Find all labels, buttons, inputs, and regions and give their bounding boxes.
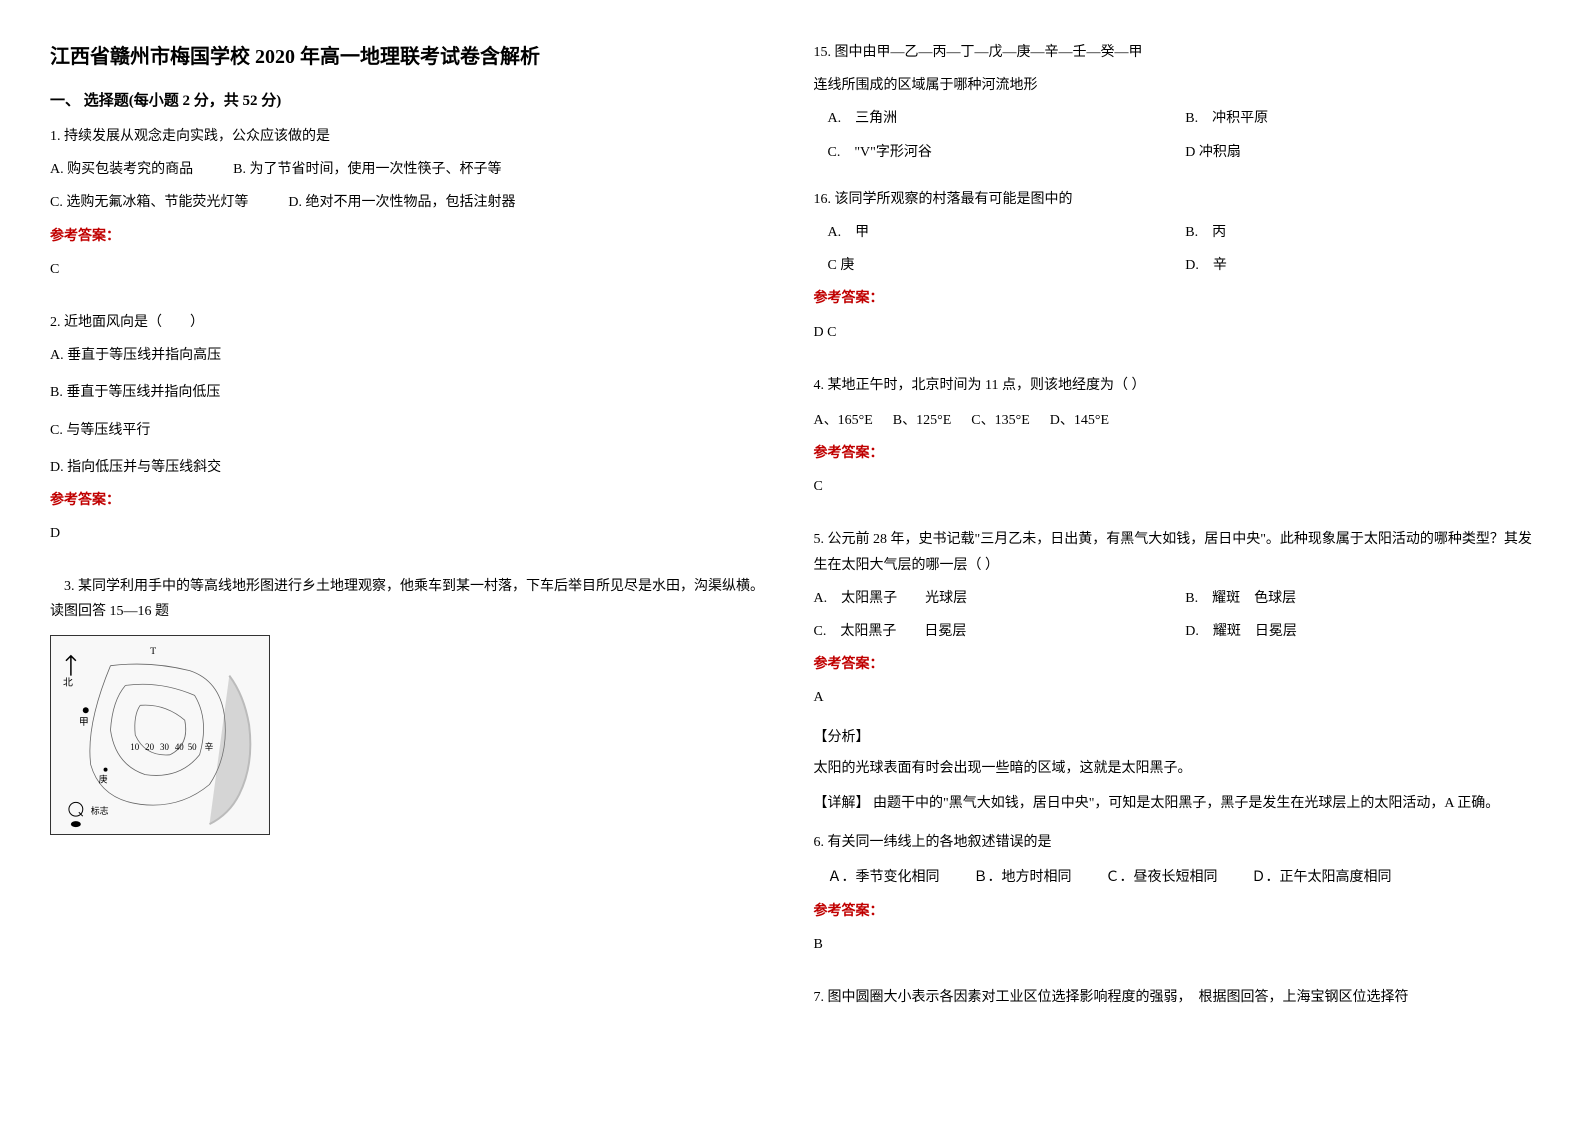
- q4-options: A、165°E B、125°E C、135°E D、145°E: [814, 408, 1538, 433]
- svg-text:50: 50: [188, 741, 197, 751]
- q15-opt-b: B. 冲积平原: [1185, 106, 1537, 131]
- q7-text: 7. 图中圆圈大小表示各因素对工业区位选择影响程度的强弱， 根据图回答，上海宝钢…: [814, 985, 1538, 1010]
- q16-opt-a: A. 甲: [814, 220, 1166, 245]
- q1-opt-c: C. 选购无氟冰箱、节能荧光灯等: [50, 190, 248, 215]
- q15-opt-a: A. 三角洲: [814, 106, 1166, 131]
- q2-opt-d: D. 指向低压并与等压线斜交: [50, 455, 774, 480]
- q5-detail-label: 【详解】: [814, 796, 870, 811]
- q6-options: Ａ．季节变化相同 Ｂ．地方时相同 Ｃ．昼夜长短相同 Ｄ．正午太阳高度相同: [814, 865, 1538, 890]
- q2-answer: D: [50, 521, 774, 546]
- q15-text2: 连线所围成的区域属于哪种河流地形: [814, 73, 1538, 98]
- q6-text: 6. 有关同一纬线上的各地叙述错误的是: [814, 830, 1538, 855]
- q5-analysis: 太阳的光球表面有时会出现一些暗的区域，这就是太阳黑子。: [814, 756, 1538, 781]
- q15-text: 15. 图中由甲—乙—丙—丁—戊—庚—辛—壬—癸—甲: [814, 40, 1538, 65]
- q16-opt-d: D. 辛: [1185, 253, 1537, 278]
- q5-analysis-label: 【分析】: [814, 725, 1538, 750]
- q3-intro: 3. 某同学利用手中的等高线地形图进行乡土地理观察，他乘车到某一村落，下车后举目…: [50, 574, 774, 624]
- q2-answer-label: 参考答案：: [50, 488, 774, 513]
- q2-opt-a: A. 垂直于等压线并指向高压: [50, 343, 774, 368]
- map-svg: 北 T 甲 庚 10 20 30 40 50 辛 标志: [51, 636, 269, 834]
- contour-map-figure: 北 T 甲 庚 10 20 30 40 50 辛 标志: [50, 635, 270, 835]
- q15-opt-d: D 冲积扇: [1185, 140, 1537, 165]
- q1-text: 1. 持续发展从观念走向实践，公众应该做的是: [50, 124, 774, 149]
- q6-opt-c: Ｃ．昼夜长短相同: [1092, 865, 1218, 890]
- question-3: 3. 某同学利用手中的等高线地形图进行乡土地理观察，他乘车到某一村落，下车后举目…: [50, 574, 774, 834]
- q16-options: A. 甲 B. 丙 C 庚 D. 辛: [814, 220, 1538, 278]
- q5-opt-c: C. 太阳黑子 日冕层: [814, 619, 1166, 644]
- q5-answer: A: [814, 685, 1538, 710]
- svg-text:20: 20: [145, 741, 154, 751]
- svg-text:庚: 庚: [99, 773, 108, 784]
- question-5: 5. 公元前 28 年，史书记载"三月乙未，日出黄，有黑气大如钱，居日中央"。此…: [814, 527, 1538, 816]
- question-6: 6. 有关同一纬线上的各地叙述错误的是 Ａ．季节变化相同 Ｂ．地方时相同 Ｃ．昼…: [814, 830, 1538, 971]
- q2-opt-c: C. 与等压线平行: [50, 418, 774, 443]
- q1-options: A. 购买包装考究的商品 B. 为了节省时间，使用一次性筷子、杯子等: [50, 157, 774, 182]
- q4-opt-d: D、145°E: [1050, 408, 1109, 433]
- q2-options: A. 垂直于等压线并指向高压 B. 垂直于等压线并指向低压 C. 与等压线平行 …: [50, 343, 774, 480]
- q2-opt-b: B. 垂直于等压线并指向低压: [50, 380, 774, 405]
- q5-options: A. 太阳黑子 光球层 B. 耀斑 色球层 C. 太阳黑子 日冕层 D. 耀斑 …: [814, 586, 1538, 644]
- q4-opt-a: A、165°E: [814, 408, 873, 433]
- svg-text:10: 10: [130, 741, 139, 751]
- question-2: 2. 近地面风向是（ ） A. 垂直于等压线并指向高压 B. 垂直于等压线并指向…: [50, 310, 774, 560]
- q1-opt-d: D. 绝对不用一次性物品，包括注射器: [288, 190, 515, 215]
- q1-options-2: C. 选购无氟冰箱、节能荧光灯等 D. 绝对不用一次性物品，包括注射器: [50, 190, 774, 215]
- q5-detail: 由题干中的"黑气大如钱，居日中央"，可知是太阳黑子，黑子是发生在光球层上的太阳活…: [873, 796, 1499, 811]
- question-16: 16. 该同学所观察的村落最有可能是图中的 A. 甲 B. 丙 C 庚 D. 辛…: [814, 187, 1538, 359]
- question-15: 15. 图中由甲—乙—丙—丁—戊—庚—辛—壬—癸—甲 连线所围成的区域属于哪种河…: [814, 40, 1538, 173]
- svg-text:40: 40: [175, 741, 184, 751]
- q1-answer: C: [50, 257, 774, 282]
- right-column: 15. 图中由甲—乙—丙—丁—戊—庚—辛—壬—癸—甲 连线所围成的区域属于哪种河…: [814, 40, 1538, 1082]
- q6-opt-d: Ｄ．正午太阳高度相同: [1238, 865, 1392, 890]
- q1-opt-a: A. 购买包装考究的商品: [50, 157, 193, 182]
- q16-answer-label: 参考答案：: [814, 286, 1538, 311]
- section-1-header: 一、 选择题(每小题 2 分，共 52 分): [50, 89, 774, 110]
- question-4: 4. 某地正午时，北京时间为 11 点，则该地经度为（ ） A、165°E B、…: [814, 373, 1538, 514]
- svg-text:标志: 标志: [91, 805, 109, 816]
- q5-text: 5. 公元前 28 年，史书记载"三月乙未，日出黄，有黑气大如钱，居日中央"。此…: [814, 527, 1538, 577]
- q6-opt-a: Ａ．季节变化相同: [814, 865, 940, 890]
- q5-opt-a: A. 太阳黑子 光球层: [814, 586, 1166, 611]
- q15-opt-c: C. "V"字形河谷: [814, 140, 1166, 165]
- q5-opt-b: B. 耀斑 色球层: [1185, 586, 1537, 611]
- svg-text:甲: 甲: [79, 717, 89, 728]
- svg-text:30: 30: [160, 741, 169, 751]
- q2-text: 2. 近地面风向是（ ）: [50, 310, 774, 335]
- q4-answer: C: [814, 474, 1538, 499]
- q16-opt-c: C 庚: [814, 253, 1166, 278]
- q6-answer: B: [814, 932, 1538, 957]
- q1-opt-b: B. 为了节省时间，使用一次性筷子、杯子等: [233, 157, 501, 182]
- q4-opt-c: C、135°E: [971, 408, 1030, 433]
- left-column: 江西省赣州市梅国学校 2020 年高一地理联考试卷含解析 一、 选择题(每小题 …: [50, 40, 774, 1082]
- q16-answer: D C: [814, 320, 1538, 345]
- q6-answer-label: 参考答案：: [814, 899, 1538, 924]
- svg-text:辛: 辛: [205, 740, 214, 751]
- svg-text:T: T: [150, 645, 156, 656]
- q4-answer-label: 参考答案：: [814, 441, 1538, 466]
- q4-text: 4. 某地正午时，北京时间为 11 点，则该地经度为（ ）: [814, 373, 1538, 398]
- q15-options: A. 三角洲 B. 冲积平原 C. "V"字形河谷 D 冲积扇: [814, 106, 1538, 164]
- q5-answer-label: 参考答案：: [814, 652, 1538, 677]
- q16-opt-b: B. 丙: [1185, 220, 1537, 245]
- q4-opt-b: B、125°E: [893, 408, 952, 433]
- q16-text: 16. 该同学所观察的村落最有可能是图中的: [814, 187, 1538, 212]
- question-1: 1. 持续发展从观念走向实践，公众应该做的是 A. 购买包装考究的商品 B. 为…: [50, 124, 774, 296]
- svg-text:北: 北: [63, 676, 73, 688]
- exam-title: 江西省赣州市梅国学校 2020 年高一地理联考试卷含解析: [50, 40, 774, 69]
- q1-answer-label: 参考答案：: [50, 224, 774, 249]
- question-7: 7. 图中圆圈大小表示各因素对工业区位选择影响程度的强弱， 根据图回答，上海宝钢…: [814, 985, 1538, 1018]
- q6-opt-b: Ｂ．地方时相同: [960, 865, 1072, 890]
- q5-opt-d: D. 耀斑 日冕层: [1185, 619, 1537, 644]
